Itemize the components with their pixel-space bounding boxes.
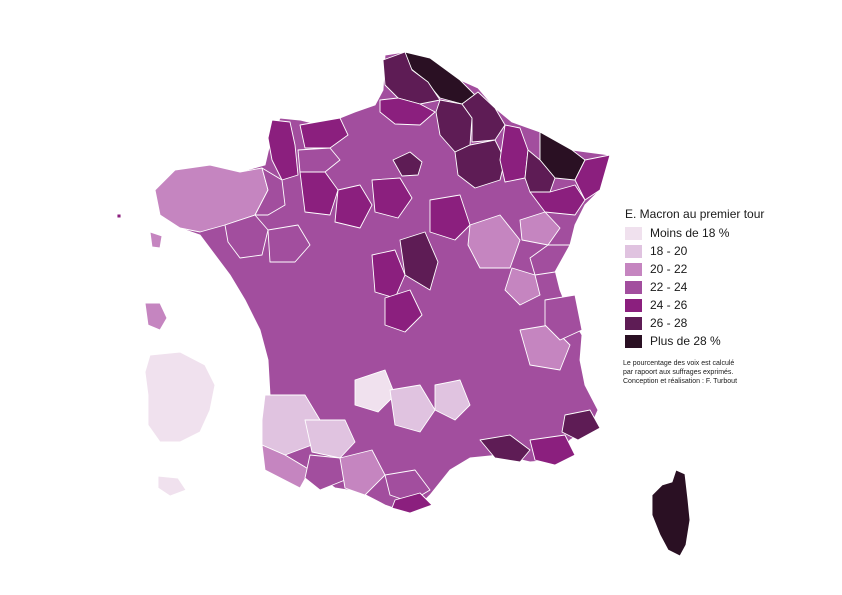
maine-et-loire-department [267,224,311,263]
nievre-department [399,231,439,291]
ardennes-department [461,91,506,143]
legend-label: 20 - 22 [650,262,688,276]
legend-item: 20 - 22 [625,260,835,278]
jura-department [504,267,541,306]
orne-department [297,147,341,173]
legend-item: 26 - 28 [625,314,835,332]
bouches-du-rhone-department [479,434,531,463]
legend-rows: Moins de 18 % 18 - 20 20 - 22 22 - 24 24 - 2… [625,224,835,350]
legend-swatch [625,244,642,258]
lot-area [389,384,436,433]
pyrenees-orientales-department [391,492,433,514]
gers-department [304,454,346,491]
west-inset-island-large [144,351,216,443]
map-footnote: Le pourcentage des voix est calculé par … [623,359,838,386]
west-inset-island-small-1 [157,475,187,497]
footnote-line-3: Conception et réalisation : F. Turbout [623,378,738,385]
loiret-department [371,177,413,219]
west-inset-island-small-3 [149,231,163,249]
legend-label: 18 - 20 [650,244,688,258]
legend-label: Moins de 18 % [650,226,730,240]
map-legend: E. Macron au premier tour Moins de 18 % 1… [625,207,835,350]
somme-department [379,97,436,126]
yonne-department [429,194,471,241]
haute-loire-area [434,379,471,421]
ille-et-vilaine-department [254,167,286,216]
gironde-landes-area [261,394,321,456]
legend-swatch [625,298,642,312]
legend-item: Plus de 28 % [625,332,835,350]
footnote-line-2: par rapoort aux suffrages exprimés. [623,369,734,376]
legend-label: Plus de 28 % [650,334,721,348]
legend-swatch [625,334,642,348]
corsica [651,469,691,557]
calvados-department [299,117,349,149]
legend-swatch [625,226,642,240]
west-inset-island-small-2 [144,302,168,331]
haute-garonne-department [339,449,386,496]
cantal-area [354,369,396,413]
legend-title: E. Macron au premier tour [625,207,765,221]
alpes-maritimes-department [561,409,601,441]
legend-item: 22 - 24 [625,278,835,296]
loire-atlantique-department [224,214,269,259]
cote-d-or-department [467,214,521,269]
doubs-department [529,244,571,276]
footnote-line-1: Le pourcentage des voix est calculé [623,360,735,367]
legend-swatch [625,262,642,276]
cher-department [371,249,406,299]
allier-department [384,289,423,333]
pyrenees-atlantiques-department [261,444,311,489]
legend-swatch [625,316,642,330]
legend-label: 22 - 24 [650,280,688,294]
legend-swatch [625,280,642,294]
legend-item: 24 - 26 [625,296,835,314]
bas-rhin-department [574,154,611,201]
haute-saone-department [519,211,561,246]
var-department [529,434,576,466]
loir-et-cher-department [334,184,373,229]
west-inset-island-tiny [116,213,122,219]
savoie-department [544,294,583,341]
manche-department [267,119,299,181]
sarthe-department [299,171,339,216]
legend-item: Moins de 18 % [625,224,835,242]
paris-region [392,151,423,177]
legend-label: 26 - 28 [650,316,688,330]
lot-et-garonne-area [304,419,356,459]
legend-item: 18 - 20 [625,242,835,260]
legend-label: 24 - 26 [650,298,688,312]
